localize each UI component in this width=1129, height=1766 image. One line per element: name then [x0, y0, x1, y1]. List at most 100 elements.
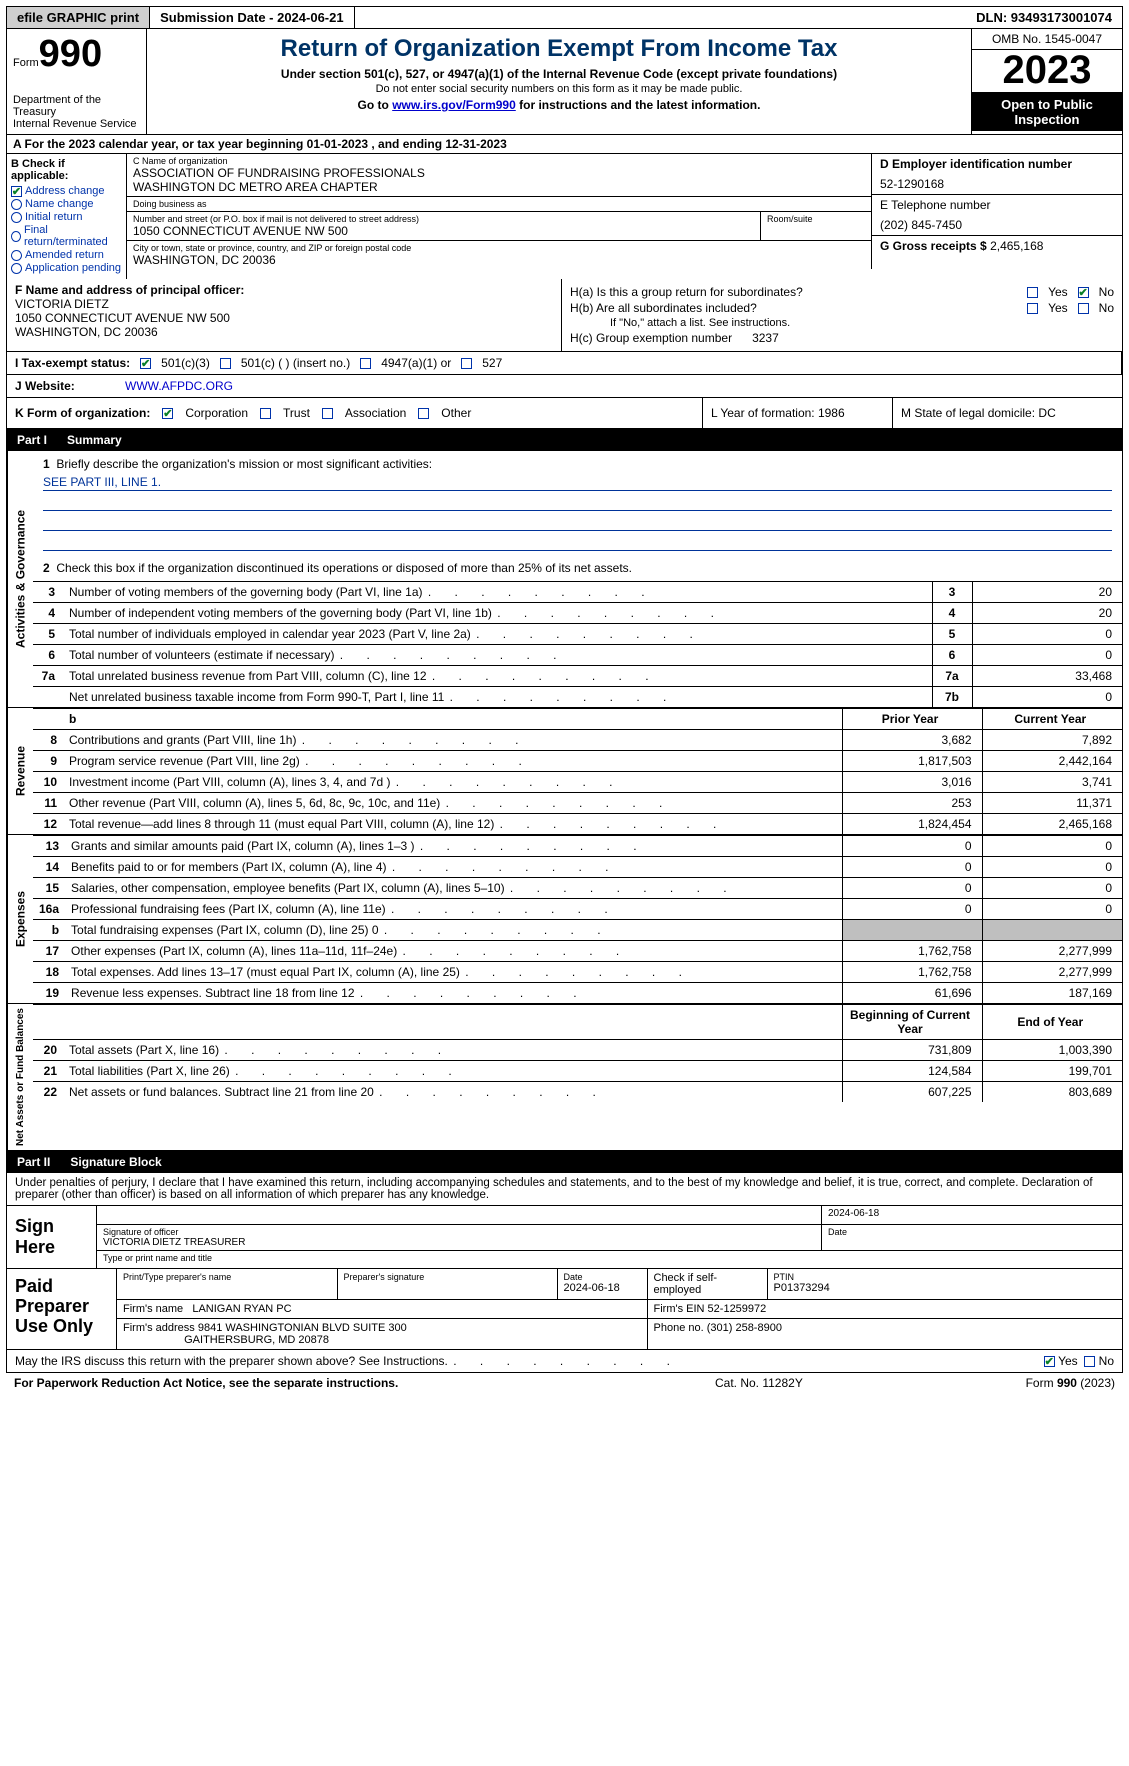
cb-discuss-yes[interactable] — [1044, 1356, 1055, 1367]
lbl-527: 527 — [482, 356, 502, 370]
lbl-amended: Amended return — [25, 249, 104, 261]
lbl-sign-date: Date — [828, 1227, 1116, 1237]
lbl-discuss-yes: Yes — [1058, 1354, 1078, 1368]
val-year-formation: L Year of formation: 1986 — [702, 398, 892, 428]
box-c-dba: Doing business as — [127, 197, 872, 212]
cb-final-return[interactable] — [11, 231, 21, 242]
form-subtitle-2: Do not enter social security numbers on … — [153, 83, 965, 95]
hdr-b: b — [63, 709, 842, 730]
val-ein: 52-1290168 — [880, 177, 1114, 191]
summary-expenses: Expenses 13Grants and similar amounts pa… — [6, 835, 1123, 1004]
officer-h-row: F Name and address of principal officer:… — [6, 279, 1123, 352]
cb-address-change[interactable] — [11, 186, 22, 197]
goto-post: for instructions and the latest informat… — [516, 98, 761, 112]
lbl-name-change: Name change — [25, 198, 94, 210]
lbl-city: City or town, state or province, country… — [133, 243, 865, 253]
val-prep-date: 2024-06-18 — [564, 1282, 620, 1294]
lbl-street: Number and street (or P.O. box if mail i… — [133, 214, 754, 224]
footer-form-no: 990 — [1057, 1376, 1077, 1390]
cb-other[interactable] — [418, 408, 429, 419]
lbl-initial-return: Initial return — [25, 211, 82, 223]
row-k: K Form of organization: Corporation Trus… — [6, 398, 1123, 429]
lbl-assoc: Association — [345, 406, 406, 420]
cb-assoc[interactable] — [322, 408, 333, 419]
paid-preparer-label: Paid Preparer Use Only — [7, 1269, 117, 1349]
lbl-tel: E Telephone number — [880, 198, 1114, 212]
lbl-discuss-no: No — [1099, 1354, 1114, 1368]
val-officer-addr2: WASHINGTON, DC 20036 — [15, 325, 553, 339]
val-org-name-1: ASSOCIATION OF FUNDRAISING PROFESSIONALS — [133, 166, 865, 180]
lbl-discuss: May the IRS discuss this return with the… — [15, 1354, 1044, 1368]
cb-app-pending[interactable] — [11, 263, 22, 274]
cb-hb-no[interactable] — [1078, 303, 1089, 314]
val-firm-addr2: GAITHERSBURG, MD 20878 — [184, 1334, 329, 1346]
lbl-website: J Website: — [7, 375, 117, 397]
lbl-hb-note: If "No," attach a list. See instructions… — [610, 317, 1114, 329]
val-firm-ein: 52-1259972 — [708, 1303, 767, 1315]
box-h: H(a) Is this a group return for subordin… — [562, 279, 1122, 351]
irs-link[interactable]: www.irs.gov/Form990 — [392, 98, 516, 112]
lbl-mission: Briefly describe the organization's miss… — [56, 457, 432, 471]
hdr-beg: Beginning of Current Year — [842, 1005, 982, 1040]
cb-trust[interactable] — [260, 408, 271, 419]
lbl-room: Room/suite — [767, 214, 865, 224]
lbl-hb: H(b) Are all subordinates included? — [570, 301, 1017, 315]
lbl-dba: Doing business as — [133, 199, 865, 209]
lbl-app-pending: Application pending — [25, 262, 121, 274]
lbl-line2: Check this box if the organization disco… — [56, 561, 632, 575]
val-org-name-2: WASHINGTON DC METRO AREA CHAPTER — [133, 180, 865, 194]
sign-here-label: Sign Here — [7, 1206, 97, 1268]
hdr-end: End of Year — [982, 1005, 1122, 1040]
lbl-prep-date: Date — [564, 1272, 641, 1282]
cb-name-change[interactable] — [11, 199, 22, 210]
lbl-prep-sig: Preparer's signature — [344, 1272, 551, 1282]
lbl-prep-name: Print/Type preparer's name — [123, 1272, 331, 1282]
efile-print-button[interactable]: efile GRAPHIC print — [7, 7, 150, 28]
dept-treasury: Department of the Treasury — [13, 94, 140, 118]
val-officer-sig: VICTORIA DIETZ TREASURER — [103, 1237, 245, 1248]
vtab-expenses: Expenses — [7, 835, 33, 1003]
lbl-no: No — [1099, 285, 1114, 299]
lbl-ein: D Employer identification number — [880, 157, 1114, 171]
cb-501c[interactable] — [220, 358, 231, 369]
lbl-yes2: Yes — [1048, 301, 1068, 315]
val-city: WASHINGTON, DC 20036 — [133, 253, 865, 267]
row-a-tax-year: A For the 2023 calendar year, or tax yea… — [6, 135, 1123, 154]
val-ptin: P01373294 — [774, 1282, 830, 1294]
val-website[interactable]: WWW.AFPDC.ORG — [117, 375, 1122, 397]
part-2-num: Part II — [17, 1155, 50, 1169]
box-b-title: B Check if applicable: — [11, 158, 122, 182]
lbl-tax-status: I Tax-exempt status: — [15, 356, 130, 370]
row-j: J Website: WWW.AFPDC.ORG — [6, 375, 1123, 398]
lbl-4947: 4947(a)(1) or — [381, 356, 451, 370]
vtab-revenue: Revenue — [7, 708, 33, 834]
cb-527[interactable] — [461, 358, 472, 369]
sign-here-block: Sign Here 2024-06-18 Signature of office… — [6, 1205, 1123, 1269]
cb-ha-yes[interactable] — [1027, 287, 1038, 298]
val-street: 1050 CONNECTICUT AVENUE NW 500 — [133, 224, 754, 238]
cb-501c3[interactable] — [140, 358, 151, 369]
part-1-num: Part I — [17, 433, 47, 447]
lbl-gross: G Gross receipts $ — [880, 239, 987, 253]
cb-ha-no[interactable] — [1078, 287, 1089, 298]
lbl-firm-ein: Firm's EIN — [654, 1303, 705, 1315]
cb-4947[interactable] — [360, 358, 371, 369]
val-hc: 3237 — [752, 331, 779, 345]
lbl-no2: No — [1099, 301, 1114, 315]
cb-hb-yes[interactable] — [1027, 303, 1038, 314]
cb-corp[interactable] — [162, 408, 173, 419]
paid-preparer-block: Paid Preparer Use Only Print/Type prepar… — [6, 1269, 1123, 1350]
val-gross: 2,465,168 — [990, 239, 1043, 253]
sign-date-val: 2024-06-18 — [822, 1206, 1122, 1224]
info-grid: B Check if applicable: Address change Na… — [6, 154, 1123, 279]
lbl-type-name: Type or print name and title — [103, 1253, 1116, 1263]
form-title: Return of Organization Exempt From Incom… — [153, 35, 965, 63]
cb-initial-return[interactable] — [11, 212, 22, 223]
lbl-address-change: Address change — [25, 185, 105, 197]
top-bar: efile GRAPHIC print Submission Date - 20… — [6, 6, 1123, 29]
lbl-yes: Yes — [1048, 285, 1068, 299]
lbl-firm-addr: Firm's address — [123, 1322, 195, 1334]
lbl-final-return: Final return/terminated — [24, 224, 122, 248]
cb-amended[interactable] — [11, 250, 22, 261]
cb-discuss-no[interactable] — [1084, 1356, 1095, 1367]
